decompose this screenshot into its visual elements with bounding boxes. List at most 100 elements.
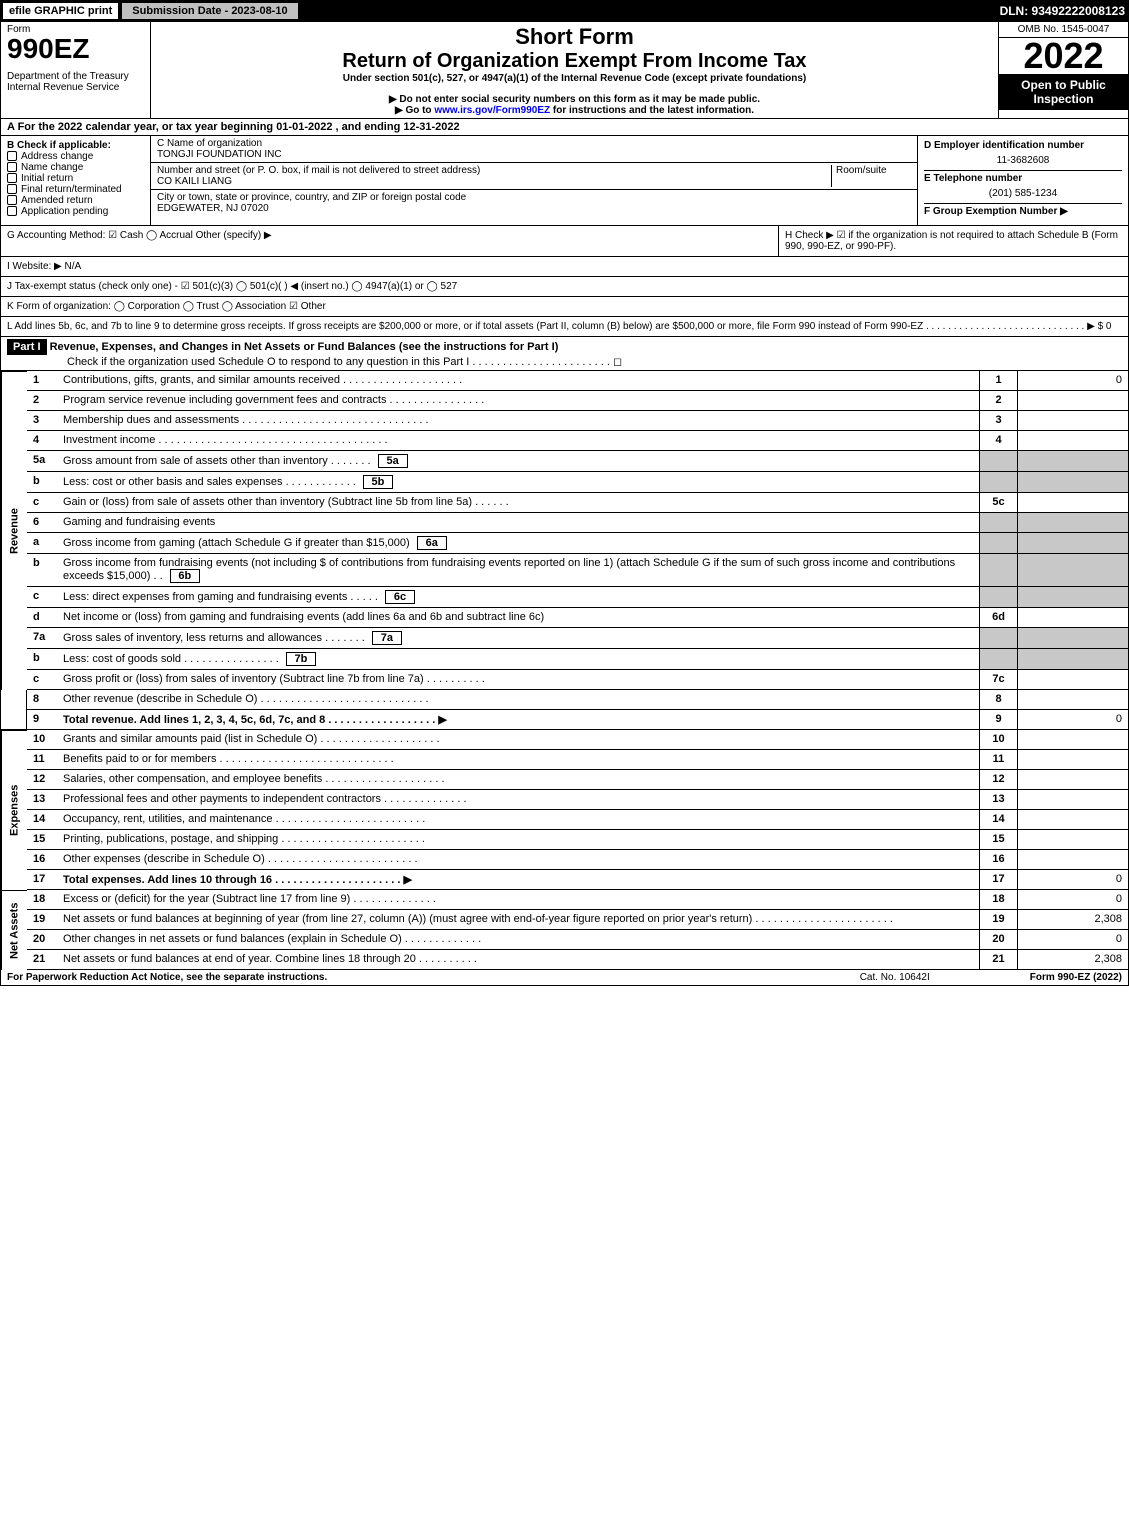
checkbox-initial[interactable]: [7, 173, 17, 183]
ln5b-desc: Less: cost or other basis and sales expe…: [57, 472, 980, 493]
form-header: Form 990EZ Department of the Treasury In…: [0, 22, 1129, 119]
footer-right: Form 990-EZ (2022): [1030, 972, 1122, 983]
ln5a-desc: Gross amount from sale of assets other t…: [57, 451, 980, 472]
ln10-val: [1018, 730, 1128, 750]
short-form-title: Short Form: [157, 24, 992, 50]
ln14-num: 14: [27, 810, 57, 830]
ln16-box: 16: [980, 850, 1018, 870]
org-name: TONGJI FOUNDATION INC: [157, 149, 282, 160]
g-accounting: G Accounting Method: ☑ Cash ◯ Accrual Ot…: [1, 226, 778, 256]
ln9-num: 9: [27, 710, 57, 730]
checkbox-amended[interactable]: [7, 195, 17, 205]
ln13-desc: Professional fees and other payments to …: [57, 790, 980, 810]
ln21-num: 21: [27, 950, 57, 970]
ln6c-box: [980, 587, 1018, 608]
ln5c-box: 5c: [980, 493, 1018, 513]
ln8-val: [1018, 690, 1128, 710]
netassets-side-label: Net Assets: [1, 890, 27, 970]
checkbox-pending[interactable]: [7, 206, 17, 216]
org-address: CO KAILI LIANG: [157, 176, 232, 187]
checkbox-final[interactable]: [7, 184, 17, 194]
ln6a-num: a: [27, 533, 57, 554]
ln9-val: 0: [1018, 710, 1128, 730]
ln6-num: 6: [27, 513, 57, 533]
ln6b-box: [980, 554, 1018, 587]
ln5b-box: [980, 472, 1018, 493]
ln10-desc: Grants and similar amounts paid (list in…: [57, 730, 980, 750]
row-gh: G Accounting Method: ☑ Cash ◯ Accrual Ot…: [0, 226, 1129, 257]
ln3-desc: Membership dues and assessments . . . . …: [57, 411, 980, 431]
ln3-val: [1018, 411, 1128, 431]
ln8-desc: Other revenue (describe in Schedule O) .…: [57, 690, 980, 710]
form-number: 990EZ: [7, 35, 144, 63]
revenue-grid-2: 8Other revenue (describe in Schedule O) …: [0, 690, 1129, 730]
room-suite-label: Room/suite: [831, 165, 911, 187]
footer-cat: Cat. No. 10642I: [860, 972, 930, 983]
ln7c-desc: Gross profit or (loss) from sales of inv…: [57, 670, 980, 690]
ln2-desc: Program service revenue including govern…: [57, 391, 980, 411]
ln19-box: 19: [980, 910, 1018, 930]
ln5c-desc: Gain or (loss) from sale of assets other…: [57, 493, 980, 513]
dept-label: Department of the Treasury Internal Reve…: [7, 71, 144, 93]
h-schedule-b: H Check ▶ ☑ if the organization is not r…: [778, 226, 1128, 256]
ln6-val: [1018, 513, 1128, 533]
checkbox-address[interactable]: [7, 151, 17, 161]
ln14-desc: Occupancy, rent, utilities, and maintena…: [57, 810, 980, 830]
ln14-val: [1018, 810, 1128, 830]
note-ssn: ▶ Do not enter social security numbers o…: [157, 94, 992, 105]
ln9-box: 9: [980, 710, 1018, 730]
note-link: ▶ Go to www.irs.gov/Form990EZ for instru…: [157, 105, 992, 116]
ln18-box: 18: [980, 890, 1018, 910]
ln13-num: 13: [27, 790, 57, 810]
ln7b-num: b: [27, 649, 57, 670]
ln6d-num: d: [27, 608, 57, 628]
ln7c-val: [1018, 670, 1128, 690]
checkbox-name[interactable]: [7, 162, 17, 172]
d-ein-label: D Employer identification number: [924, 140, 1084, 151]
ln10-box: 10: [980, 730, 1018, 750]
footer-left: For Paperwork Reduction Act Notice, see …: [7, 972, 327, 983]
opt-initial: Initial return: [21, 173, 73, 184]
ln19-val: 2,308: [1018, 910, 1128, 930]
ln5a-val: [1018, 451, 1128, 472]
irs-link[interactable]: www.irs.gov/Form990EZ: [434, 105, 550, 116]
ln5a-box: [980, 451, 1018, 472]
ln17-num: 17: [27, 870, 57, 890]
ln1-val: 0: [1018, 371, 1128, 391]
ln7c-box: 7c: [980, 670, 1018, 690]
rev-spacer: [1, 690, 27, 730]
ln11-num: 11: [27, 750, 57, 770]
ln18-desc: Excess or (deficit) for the year (Subtra…: [57, 890, 980, 910]
ln5a-num: 5a: [27, 451, 57, 472]
opt-name: Name change: [21, 162, 83, 173]
ln11-desc: Benefits paid to or for members . . . . …: [57, 750, 980, 770]
ln20-val: 0: [1018, 930, 1128, 950]
ln19-desc: Net assets or fund balances at beginning…: [57, 910, 980, 930]
ln11-box: 11: [980, 750, 1018, 770]
c-name-label: C Name of organization: [157, 138, 262, 149]
ln6b-num: b: [27, 554, 57, 587]
ln15-val: [1018, 830, 1128, 850]
ln10-num: 10: [27, 730, 57, 750]
ln6a-val: [1018, 533, 1128, 554]
ln17-val: 0: [1018, 870, 1128, 890]
ln21-val: 2,308: [1018, 950, 1128, 970]
section-a: A For the 2022 calendar year, or tax yea…: [0, 119, 1129, 136]
ln6b-desc: Gross income from fundraising events (no…: [57, 554, 980, 587]
opt-pending: Application pending: [21, 206, 108, 217]
part1-label: Part I: [7, 339, 47, 355]
ln16-val: [1018, 850, 1128, 870]
ln2-box: 2: [980, 391, 1018, 411]
ln15-num: 15: [27, 830, 57, 850]
ln5b-val: [1018, 472, 1128, 493]
ln6c-val: [1018, 587, 1128, 608]
ln17-desc: Total expenses. Add lines 10 through 16 …: [57, 870, 980, 890]
ln7b-val: [1018, 649, 1128, 670]
efile-print-button[interactable]: efile GRAPHIC print: [2, 2, 119, 20]
j-tax-exempt: J Tax-exempt status (check only one) - ☑…: [0, 277, 1129, 297]
ln2-val: [1018, 391, 1128, 411]
ln3-box: 3: [980, 411, 1018, 431]
l-gross-receipts: L Add lines 5b, 6c, and 7b to line 9 to …: [0, 317, 1129, 337]
revenue-side-label: Revenue: [1, 371, 27, 690]
open-inspection: Open to Public Inspection: [999, 74, 1128, 110]
